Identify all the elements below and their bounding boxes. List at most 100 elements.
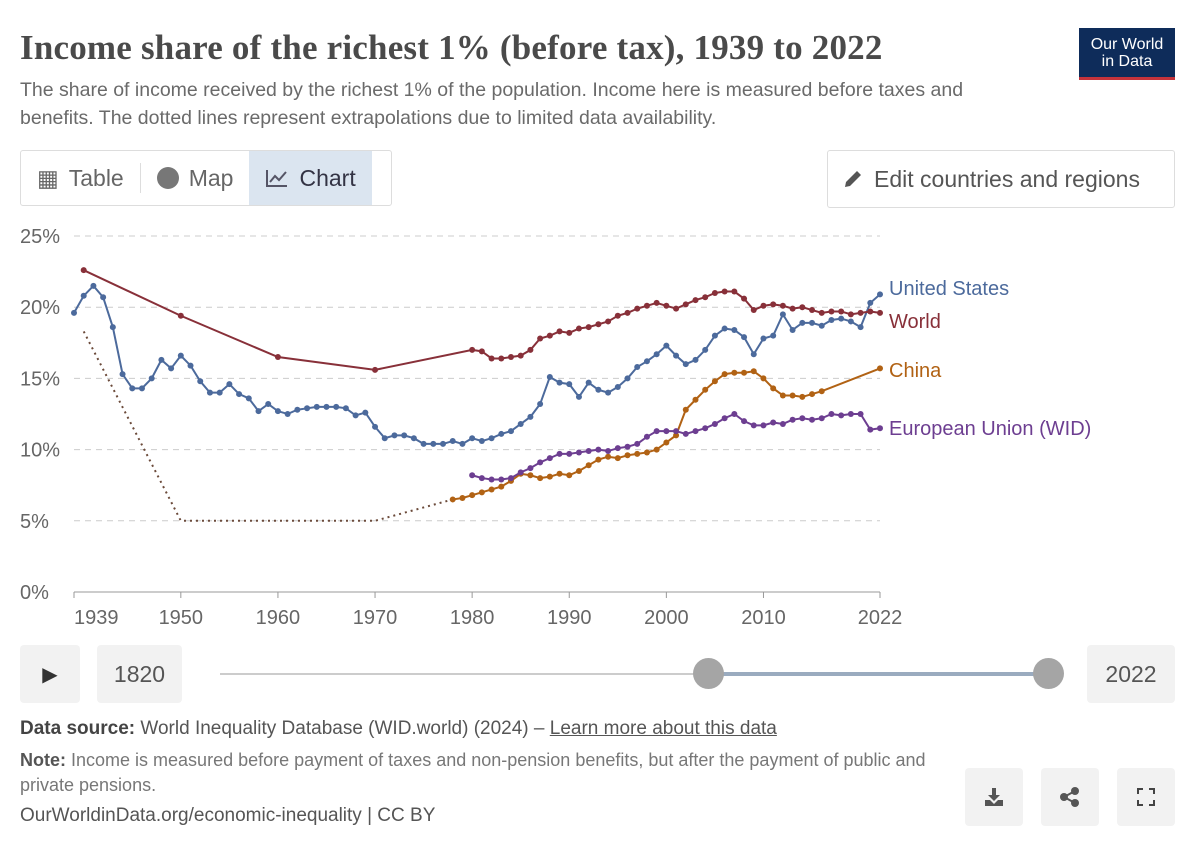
data-point bbox=[537, 475, 544, 482]
data-point bbox=[867, 308, 874, 315]
data-point bbox=[478, 438, 485, 445]
data-point bbox=[721, 371, 728, 378]
data-point bbox=[255, 408, 262, 415]
data-point bbox=[372, 366, 379, 373]
data-point bbox=[692, 428, 699, 435]
data-point bbox=[449, 496, 456, 503]
data-point bbox=[818, 415, 825, 422]
note-text: Income is measured before payment of tax… bbox=[20, 750, 926, 795]
data-point bbox=[605, 389, 612, 396]
data-point bbox=[605, 448, 612, 455]
source-label: Data source: bbox=[20, 718, 136, 739]
timeline-end-handle[interactable] bbox=[1033, 658, 1064, 689]
data-point bbox=[673, 352, 680, 359]
y-tick-label: 10% bbox=[20, 440, 60, 462]
series-label: China bbox=[889, 360, 942, 382]
citation[interactable]: OurWorldinData.org/economic-inequality |… bbox=[20, 805, 436, 826]
data-point bbox=[488, 435, 495, 442]
note-label: Note: bbox=[20, 750, 66, 770]
data-point bbox=[71, 309, 77, 316]
series-line-european-union-wid- bbox=[471, 412, 881, 481]
data-point bbox=[274, 354, 281, 361]
data-point bbox=[430, 440, 437, 447]
timeline-end-label[interactable]: 2022 bbox=[1087, 645, 1175, 703]
logo-line2: in Data bbox=[1101, 53, 1153, 70]
data-point bbox=[731, 288, 738, 295]
data-point bbox=[168, 365, 175, 372]
subtitle: The share of income received by the rich… bbox=[20, 79, 964, 129]
extrapolation-line bbox=[82, 330, 453, 522]
data-point bbox=[469, 346, 476, 353]
play-button[interactable]: ▶ bbox=[20, 645, 80, 703]
data-point bbox=[799, 304, 806, 311]
owid-logo[interactable]: Our World in Data bbox=[1079, 28, 1175, 80]
timeline-track[interactable] bbox=[220, 673, 1048, 675]
timeline-start-label[interactable]: 1820 bbox=[97, 645, 182, 703]
y-tick-label: 5% bbox=[20, 511, 49, 533]
timeline-start-handle[interactable] bbox=[692, 658, 724, 689]
data-point bbox=[585, 462, 592, 469]
data-point bbox=[488, 486, 495, 493]
data-point bbox=[847, 411, 854, 417]
share-button[interactable] bbox=[1041, 768, 1099, 826]
data-point bbox=[265, 401, 272, 408]
tab-label: Table bbox=[68, 164, 124, 191]
data-point bbox=[498, 476, 505, 483]
data-point bbox=[711, 289, 718, 296]
view-tabs: ▦ Table Map Chart bbox=[20, 150, 392, 206]
data-point bbox=[663, 302, 670, 309]
data-point bbox=[401, 432, 408, 439]
data-point bbox=[527, 465, 534, 472]
data-point bbox=[614, 383, 621, 390]
x-tick-label: 1970 bbox=[353, 607, 398, 629]
data-point bbox=[731, 411, 738, 417]
data-point bbox=[877, 291, 883, 298]
data-point bbox=[313, 403, 320, 410]
tab-map[interactable]: Map bbox=[141, 151, 250, 205]
data-point bbox=[236, 391, 243, 398]
download-button[interactable] bbox=[965, 768, 1023, 826]
data-point bbox=[653, 351, 660, 358]
data-point bbox=[527, 346, 534, 353]
data-point bbox=[624, 452, 631, 459]
data-point bbox=[673, 432, 680, 439]
data-point bbox=[605, 453, 612, 460]
tab-table[interactable]: ▦ Table bbox=[21, 151, 140, 205]
data-point bbox=[119, 371, 126, 378]
learn-more-link[interactable]: Learn more about this data bbox=[549, 718, 777, 739]
data-point bbox=[109, 324, 116, 331]
data-point bbox=[799, 415, 806, 422]
data-point bbox=[488, 355, 495, 362]
data-point bbox=[760, 422, 767, 429]
data-point bbox=[391, 432, 398, 439]
data-point bbox=[770, 332, 777, 339]
data-point bbox=[614, 445, 621, 452]
data-point bbox=[566, 450, 573, 457]
data-point bbox=[129, 385, 136, 392]
fullscreen-button[interactable] bbox=[1117, 768, 1175, 826]
source-text: World Inequality Database (WID.world) (2… bbox=[140, 718, 545, 739]
data-point bbox=[575, 325, 582, 332]
edit-countries-button[interactable]: Edit countries and regions bbox=[827, 150, 1175, 208]
data-point bbox=[410, 435, 417, 442]
tab-chart[interactable]: Chart bbox=[249, 151, 372, 205]
data-point bbox=[634, 440, 641, 447]
data-point bbox=[663, 428, 670, 435]
series-line-world bbox=[83, 269, 881, 371]
data-point bbox=[507, 428, 514, 435]
data-point bbox=[498, 483, 505, 490]
x-tick-label: 1960 bbox=[256, 607, 301, 629]
data-point bbox=[226, 381, 233, 388]
data-point bbox=[818, 309, 825, 316]
data-source: Data source: World Inequality Database (… bbox=[20, 718, 777, 740]
data-point bbox=[643, 302, 650, 309]
data-point bbox=[867, 299, 874, 306]
data-point bbox=[818, 388, 825, 395]
data-point bbox=[789, 305, 796, 312]
data-point bbox=[643, 358, 650, 365]
table-icon: ▦ bbox=[37, 164, 59, 191]
data-point bbox=[566, 329, 573, 336]
series-label: European Union (WID) bbox=[889, 418, 1091, 440]
globe-icon bbox=[156, 167, 179, 189]
data-point bbox=[741, 295, 748, 302]
